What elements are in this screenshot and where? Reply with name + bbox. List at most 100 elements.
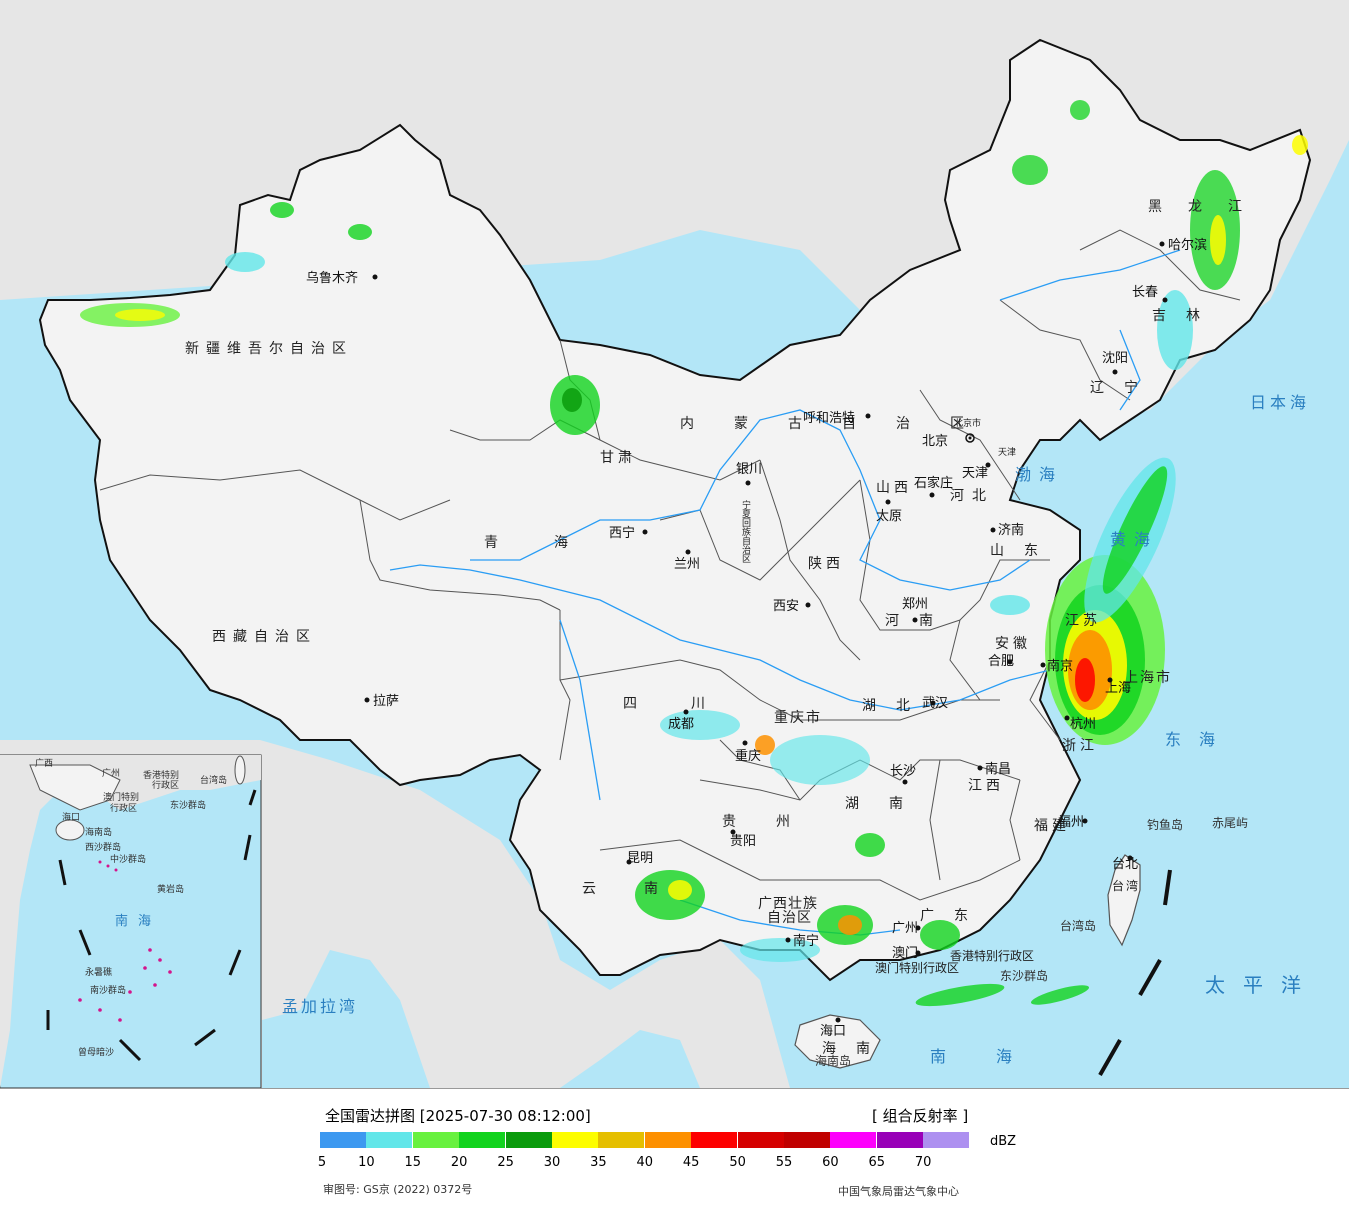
city-taibei: 台北 [1112, 857, 1138, 872]
inset-nanhai: 南海 [115, 913, 161, 929]
echo-xinjiang-n [225, 252, 265, 272]
city-nanchang: 南昌 [985, 761, 1011, 777]
echo-xinjiang-w2 [115, 309, 165, 321]
city-hangzhou: 杭州 [1070, 717, 1096, 732]
province-tianjinshi: 天津 [998, 447, 1016, 458]
echo-xinjiang-n2 [270, 202, 294, 218]
sea-label-mengjiala: 孟加拉湾 [282, 997, 358, 1016]
province-guangxi1: 广西壮族 [758, 896, 818, 912]
color-swatch-5 [505, 1132, 552, 1148]
scale-tick-40: 40 [636, 1155, 654, 1170]
city-fuzhou: 福州 [1058, 815, 1084, 830]
scale-tick-45: 45 [682, 1155, 700, 1170]
island-dongsha: 东沙群岛 [1000, 968, 1048, 983]
sea-labels: 日本海 渤海 黄海 东海 太平洋 南海 孟加拉湾 [282, 393, 1319, 1066]
scale-tick-20: 20 [450, 1155, 468, 1170]
province-anhui: 安徽 [995, 636, 1031, 652]
legend-product: [ 组合反射率 ] [872, 1107, 969, 1125]
scale-tick-50: 50 [729, 1155, 746, 1170]
echo-guangxi-s [740, 938, 820, 962]
color-swatch-8 [644, 1132, 691, 1148]
province-beijingshi: 北京市 [954, 417, 981, 429]
city-guiyang: 贵阳 [730, 834, 756, 849]
inset-zengmu: 曾母暗沙 [78, 1046, 114, 1058]
inset-dongsha: 东沙群岛 [170, 799, 206, 811]
scale-tick-10: 10 [358, 1155, 375, 1170]
color-swatch-2 [366, 1132, 413, 1148]
city-labels: 乌鲁木齐 拉萨 西宁 兰州 银川 呼和浩特 北京 天津 石家庄 太原 济南 西安… [306, 237, 1207, 1039]
province-guizhou: 贵州 [722, 814, 830, 830]
sea-label-huanghai: 黄海 [1110, 530, 1158, 549]
scale-tick-15: 15 [404, 1155, 422, 1170]
inset-guangzhou: 广州 [102, 767, 120, 779]
province-jiangsu: 江苏 [1065, 613, 1101, 629]
maritime-boundary-marks [1098, 869, 1172, 1076]
legend-unit: dBZ [990, 1134, 1017, 1149]
province-henan: 河南 [885, 613, 953, 629]
city-haerbin: 哈尔滨 [1168, 237, 1207, 253]
sea-label-taipingyang: 太平洋 [1205, 973, 1319, 997]
inset-hainan: 海南岛 [85, 826, 112, 838]
color-swatch-9 [691, 1132, 738, 1148]
city-taiyuan: 太原 [876, 509, 902, 524]
echo-southsea [915, 983, 1005, 1007]
province-ningxia: 宁夏回族自治区 [740, 499, 751, 563]
province-hk: 香港特别行政区 [950, 948, 1034, 963]
inset-huangyan: 黄岩岛 [157, 883, 184, 895]
echo-heilongjiang-y [1210, 215, 1226, 265]
city-hefei: 合肥 [988, 654, 1014, 669]
city-beijing: 北京 [922, 434, 948, 449]
city-aomen: 澳门 [892, 945, 918, 961]
province-guangdong: 广东 [920, 908, 988, 924]
color-swatch-13 [876, 1132, 923, 1148]
sea-label-bohai: 渤海 [1015, 465, 1063, 484]
inset-macau2: 行政区 [110, 802, 137, 814]
province-shanghai: 上海市 [1124, 669, 1172, 686]
hainan-island [794, 1014, 881, 1069]
city-kunming: 昆明 [627, 851, 653, 866]
scale-tick-35: 35 [590, 1155, 607, 1170]
city-zhengzhou: 郑州 [902, 597, 928, 612]
echo-neimeng-ne [1012, 155, 1048, 185]
city-chongqingcity: 重庆 [735, 748, 761, 764]
scale-tick-25: 25 [497, 1155, 514, 1170]
scale-tick-30: 30 [543, 1155, 561, 1170]
scale-tick-5: 5 [317, 1155, 327, 1170]
island-hainandao: 海南岛 [815, 1053, 851, 1068]
radar-echoes [80, 100, 1308, 1007]
radar-map: 日本海 渤海 黄海 东海 太平洋 南海 孟加拉湾 新疆维吾尔自治区 西藏自治区 … [0, 0, 1349, 1088]
city-chengdu: 成都 [668, 717, 694, 732]
province-fujian: 福建 [1034, 818, 1070, 834]
province-qinghai: 青海 [484, 535, 624, 551]
city-shenyang: 沈阳 [1102, 351, 1128, 366]
inset-haikou: 海口 [62, 811, 80, 823]
echo-typhoon-red [1075, 658, 1095, 702]
province-macau: 澳门特别行政区 [875, 960, 959, 975]
city-wulumuqi: 乌鲁木齐 [306, 270, 358, 286]
legend-panel: 全国雷达拼图 [2025-07-30 08:12:00] [ 组合反射率 ] d… [0, 1088, 1349, 1208]
inset-nansha: 南沙群岛 [90, 984, 126, 996]
province-labels: 新疆维吾尔自治区 西藏自治区 青海 甘肃 内蒙古自治区 黑龙江 吉林 辽宁 河北… [185, 199, 1242, 1057]
city-haikou: 海口 [820, 1024, 846, 1039]
rivers [389, 249, 1181, 936]
city-huhehaote: 呼和浩特 [803, 411, 855, 426]
inset-hk: 香港特别 [143, 769, 179, 781]
province-hunan: 湖南 [845, 796, 933, 812]
city-tianjin: 天津 [962, 466, 988, 481]
province-xizang: 西藏自治区 [212, 629, 317, 645]
province-jilin: 吉林 [1152, 308, 1220, 324]
province-zhejiang: 浙江 [1062, 738, 1098, 754]
echo-coast-band-green [1102, 466, 1168, 594]
color-swatch-7 [598, 1132, 645, 1148]
city-lasa: 拉萨 [373, 694, 399, 709]
province-sichuan: 四川 [623, 696, 759, 712]
province-xinjiang: 新疆维吾尔自治区 [185, 341, 353, 357]
echo-yunnan2 [668, 880, 692, 900]
color-swatch-11 [784, 1132, 830, 1148]
color-swatch-6 [552, 1132, 598, 1148]
china-mainland [38, 38, 1312, 982]
island-labels: 钓鱼岛 赤尾屿 台湾岛 东沙群岛 海南岛 [815, 816, 1248, 1068]
legend-title: 全国雷达拼图 [2025-07-30 08:12:00] [325, 1107, 591, 1125]
province-shaanxi: 陕西 [808, 556, 844, 572]
province-guangxi2: 自治区 [767, 910, 812, 926]
